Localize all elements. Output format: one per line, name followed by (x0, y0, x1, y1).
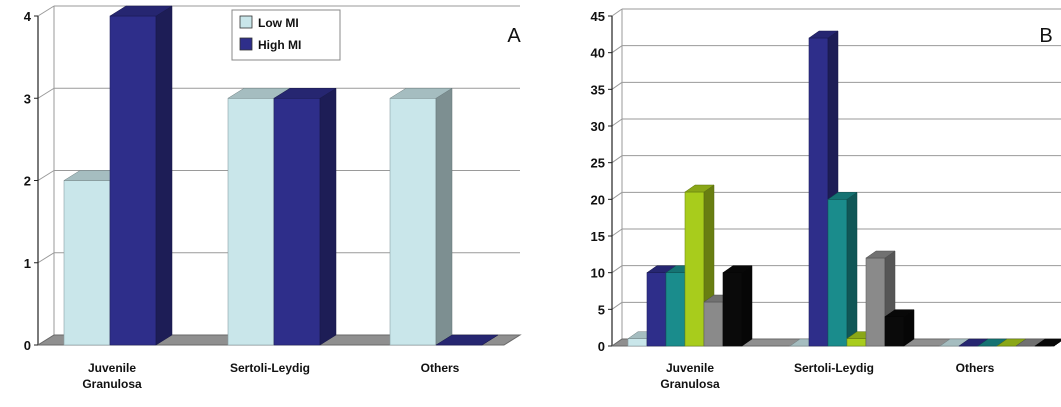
category-label: Juvenile (88, 361, 136, 375)
category-label: Sertoli-Leydig (230, 361, 310, 375)
chart-panel-b: 0 5 10 15 20 25 30 35 40 45 Juvenile Granulosa Serto… (591, 9, 1061, 391)
bar-front (64, 181, 110, 346)
legend-swatch (240, 38, 252, 50)
gridline-depth (612, 302, 622, 309)
bar (110, 6, 172, 345)
bar-front (828, 199, 847, 346)
bar-front (228, 98, 274, 345)
panel-label: B (1039, 25, 1052, 47)
legend-label: High MI (258, 38, 301, 52)
gridline-depth (612, 229, 622, 236)
y-tick-label: 0 (24, 338, 31, 353)
y-tick-label: 40 (591, 46, 605, 61)
y-tick-label: 20 (591, 192, 605, 207)
bar (390, 88, 452, 345)
bar (885, 310, 914, 346)
category-label: Granulosa (660, 377, 720, 391)
panel-label: A (507, 25, 521, 47)
bar-side (156, 6, 172, 345)
y-tick-label: 10 (591, 266, 605, 281)
bar-front (704, 302, 723, 346)
gridline-depth (38, 171, 54, 181)
legend-label: Low MI (258, 16, 299, 30)
bar-front (666, 273, 685, 346)
bar-side (436, 88, 452, 345)
bar-side (320, 88, 336, 345)
gridline-depth (612, 192, 622, 199)
bar (828, 192, 857, 346)
y-tick-label: 35 (591, 82, 605, 97)
bar-front (274, 98, 320, 345)
y-tick-label: 0 (598, 339, 605, 354)
category-label: Sertoli-Leydig (794, 361, 874, 375)
bar-front (885, 317, 904, 346)
gridline-depth (612, 119, 622, 126)
category-label: Juvenile (666, 361, 714, 375)
category-label: Others (421, 361, 460, 375)
gridline-depth (38, 6, 54, 16)
y-tick-label: 4 (24, 9, 32, 24)
bar-front (809, 38, 828, 346)
y-tick-label: 30 (591, 119, 605, 134)
y-tick-label: 15 (591, 229, 605, 244)
gridline-depth (612, 156, 622, 163)
gridline-depth (612, 266, 622, 273)
bar-front (847, 339, 866, 346)
legend: Low MI High MI (232, 10, 340, 60)
bar-front (866, 258, 885, 346)
legend-swatch (240, 16, 252, 28)
category-label: Others (956, 361, 995, 375)
bar-front (628, 339, 647, 346)
gridline-depth (612, 46, 622, 53)
bar (723, 266, 752, 346)
y-tick-label: 2 (24, 174, 31, 189)
gridline-depth (612, 9, 622, 16)
chart-panel-a: 0 1 2 3 4 Juvenile Granulosa Sertoli-Leydig Othe… (24, 6, 522, 391)
y-tick-label: 45 (591, 9, 605, 24)
bar-front (647, 273, 666, 346)
bar-front (723, 273, 742, 346)
gridline-depth (612, 82, 622, 89)
bar-side (742, 266, 752, 346)
gridline-depth (38, 253, 54, 263)
bar-side (847, 192, 857, 346)
bar-front (110, 16, 156, 345)
bar-front (390, 98, 436, 345)
gridline-depth (38, 88, 54, 98)
y-tick-label: 25 (591, 156, 605, 171)
category-label: Granulosa (82, 377, 142, 391)
y-tick-label: 3 (24, 91, 31, 106)
bar-front (685, 192, 704, 346)
y-tick-label: 1 (24, 256, 31, 271)
y-tick-label: 5 (598, 302, 605, 317)
bar (274, 88, 336, 345)
